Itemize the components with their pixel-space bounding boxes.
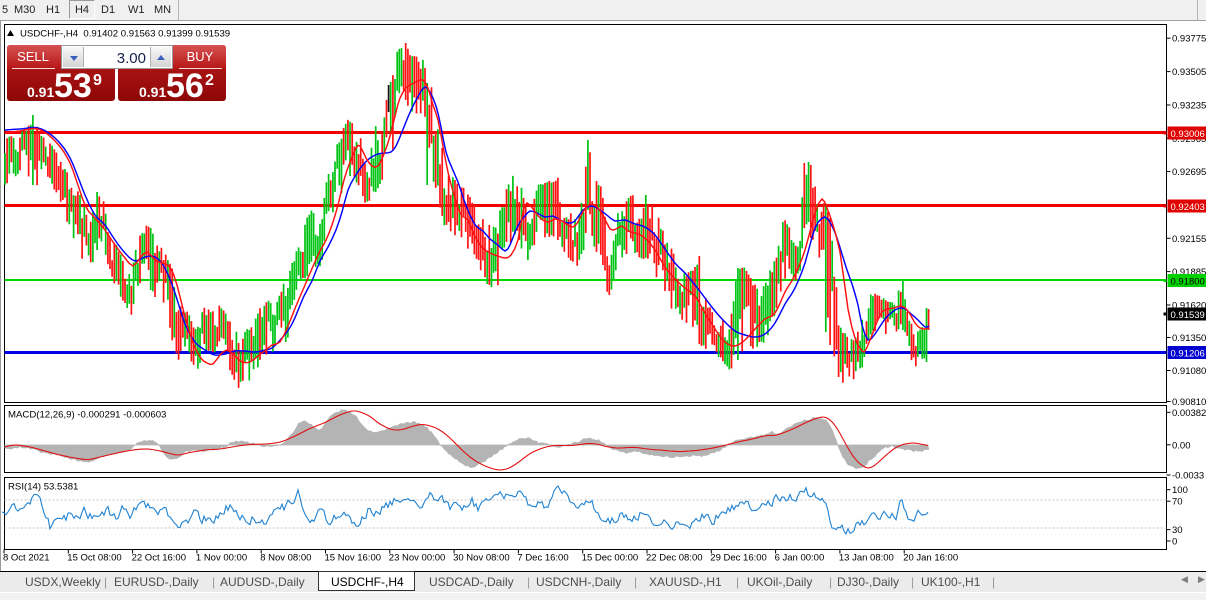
svg-text:29 Dec 16:00: 29 Dec 16:00	[710, 553, 767, 564]
svg-text:0: 0	[1172, 537, 1177, 548]
svg-text:0.93505: 0.93505	[1172, 67, 1206, 78]
svg-text:USDCHF-,H4 0.91402 0.91563 0.: USDCHF-,H4 0.91402 0.91563 0.91399 0.915…	[20, 29, 230, 40]
svg-text:70: 70	[1172, 497, 1183, 508]
svg-text:15 Nov 16:00: 15 Nov 16:00	[325, 553, 382, 564]
svg-text:-0.0033: -0.0033	[1172, 471, 1204, 482]
svg-text:0.91080: 0.91080	[1172, 366, 1206, 377]
svg-text:0.93235: 0.93235	[1172, 101, 1206, 112]
svg-text:0.92695: 0.92695	[1172, 167, 1206, 178]
svg-text:1 Nov 00:00: 1 Nov 00:00	[196, 553, 247, 564]
svg-text:15 Dec 00:00: 15 Dec 00:00	[582, 553, 639, 564]
svg-text:0.93006: 0.93006	[1171, 129, 1205, 140]
svg-text:13 Jan 08:00: 13 Jan 08:00	[839, 553, 894, 564]
svg-text:MACD(12,26,9) -0.000291 -0.000: MACD(12,26,9) -0.000291 -0.000603	[8, 410, 166, 421]
svg-text:8 Oct 2021: 8 Oct 2021	[3, 553, 49, 564]
svg-text:RSI(14) 53.5381: RSI(14) 53.5381	[8, 482, 78, 493]
svg-text:100: 100	[1172, 485, 1188, 496]
svg-text:20 Jan 16:00: 20 Jan 16:00	[903, 553, 958, 564]
svg-text:0.91539: 0.91539	[1171, 310, 1205, 321]
svg-text:15 Oct 08:00: 15 Oct 08:00	[67, 553, 121, 564]
svg-text:8 Nov 08:00: 8 Nov 08:00	[260, 553, 311, 564]
svg-text:0.00382: 0.00382	[1172, 408, 1206, 419]
svg-text:7 Dec 16:00: 7 Dec 16:00	[517, 553, 568, 564]
svg-text:0.92403: 0.92403	[1171, 202, 1205, 213]
svg-text:23 Nov 00:00: 23 Nov 00:00	[389, 553, 446, 564]
svg-text:0.00: 0.00	[1172, 440, 1191, 451]
svg-text:22 Dec 08:00: 22 Dec 08:00	[646, 553, 703, 564]
svg-text:30 Nov 08:00: 30 Nov 08:00	[453, 553, 510, 564]
svg-text:0.91800: 0.91800	[1171, 276, 1205, 287]
svg-text:0.93775: 0.93775	[1172, 34, 1206, 45]
svg-text:30: 30	[1172, 525, 1183, 536]
svg-text:0.91206: 0.91206	[1171, 348, 1205, 359]
svg-text:22 Oct 16:00: 22 Oct 16:00	[132, 553, 186, 564]
svg-text:0.90810: 0.90810	[1172, 397, 1206, 408]
svg-text:0.91350: 0.91350	[1172, 333, 1206, 344]
svg-text:6 Jan 00:00: 6 Jan 00:00	[775, 553, 825, 564]
svg-text:0.92155: 0.92155	[1172, 234, 1206, 245]
